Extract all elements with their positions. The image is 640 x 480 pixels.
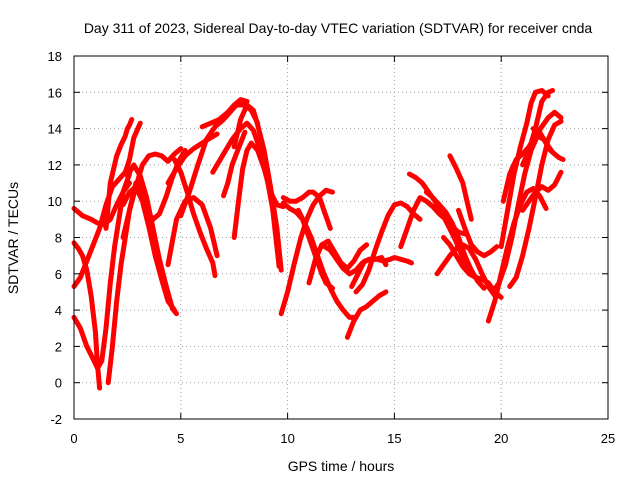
series-arc43 <box>520 88 555 168</box>
x-tick-label: 20 <box>494 431 508 446</box>
x-axis-label: GPS time / hours <box>288 458 395 474</box>
series-arc35 <box>456 207 500 259</box>
y-tick-label: 14 <box>48 122 62 137</box>
series-arc42 <box>530 126 566 162</box>
y-tick-label: 0 <box>55 376 62 391</box>
y-tick-label: 10 <box>48 194 62 209</box>
series-arc17 <box>231 102 284 273</box>
series-arc30 <box>406 171 470 271</box>
data-series <box>71 88 566 391</box>
series-arc11 <box>165 195 220 268</box>
axis-ticks: 0 5 10 15 20 25 -2 0 2 4 6 8 10 12 14 16 18 <box>48 49 616 446</box>
y-tick-label: 2 <box>55 339 62 354</box>
x-tick-label: 10 <box>280 431 294 446</box>
y-tick-label: 18 <box>48 49 62 64</box>
y-tick-label: 8 <box>55 231 62 246</box>
y-tick-label: 12 <box>48 158 62 173</box>
series-arc23 <box>295 207 359 320</box>
series-arc13 <box>171 157 218 279</box>
chart-title: Day 311 of 2023, Sidereal Day-to-day VTE… <box>84 20 593 36</box>
series-arc9 <box>120 146 184 240</box>
series-arc1 <box>71 171 132 371</box>
series-arc19 <box>221 129 248 199</box>
series-arc15 <box>199 97 250 130</box>
series-arc40 <box>507 118 564 289</box>
x-tick-label: 5 <box>177 431 184 446</box>
series-arc27 <box>349 255 414 289</box>
y-tick-label: 6 <box>55 267 62 282</box>
series-arc34 <box>447 153 474 222</box>
y-tick-label: -2 <box>50 412 62 427</box>
y-axis-label: SDTVAR / TECUs <box>5 182 21 294</box>
series-arc26 <box>344 289 389 340</box>
x-tick-label: 15 <box>387 431 401 446</box>
series-arc6 <box>103 117 135 231</box>
series-arc8 <box>120 184 177 313</box>
series-arc18 <box>231 140 286 240</box>
series-arc20 <box>278 187 335 317</box>
series-arc41 <box>520 169 564 213</box>
series-arc21 <box>280 189 333 231</box>
y-tick-label: 4 <box>55 303 62 318</box>
x-tick-label: 25 <box>601 431 615 446</box>
y-tick-label: 16 <box>48 85 62 100</box>
series-arc33 <box>441 235 504 300</box>
series-arc38 <box>498 88 551 250</box>
series-arc28 <box>353 200 423 295</box>
x-tick-label: 0 <box>70 431 77 446</box>
series-arc3 <box>71 240 103 391</box>
